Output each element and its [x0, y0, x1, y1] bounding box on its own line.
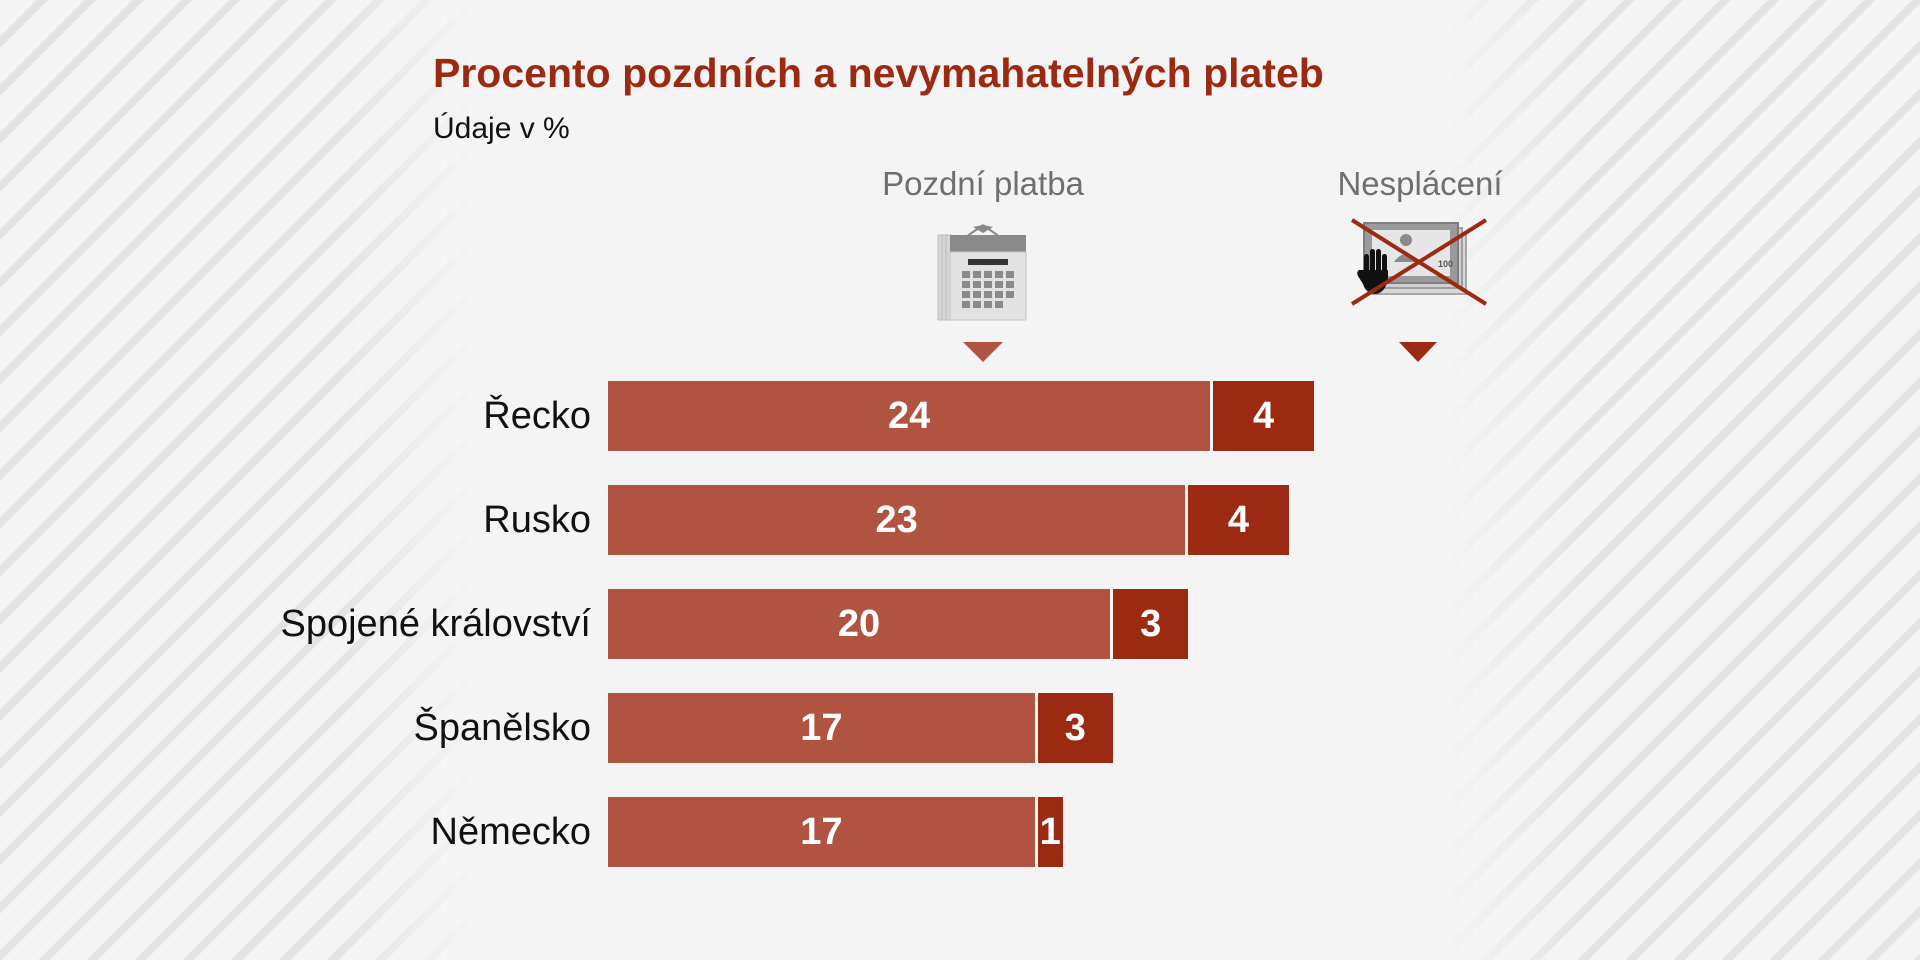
bar-default-payment — [1037, 797, 1063, 867]
category-label: Rusko — [483, 499, 591, 541]
legend-late-label: Pozdní platba — [882, 165, 1084, 202]
bar-value-label: 17 — [800, 707, 843, 749]
bar-value-label: 24 — [888, 395, 931, 437]
chart-title: Procento pozdních a nevymahatelných plat… — [433, 50, 1324, 96]
bar-late-payment — [608, 485, 1186, 555]
no-payment-icon: 100 — [1350, 218, 1488, 306]
bar-late-payment — [608, 589, 1110, 659]
bar-value-label: 1 — [1039, 811, 1061, 853]
bar-value-label: 4 — [1253, 395, 1275, 437]
legend-late-arrow-icon — [963, 342, 1003, 362]
bar-value-label: 4 — [1227, 499, 1250, 541]
bar-value-label: 17 — [800, 811, 843, 853]
bar-default-payment — [1113, 589, 1189, 659]
bar-default-payment — [1188, 485, 1289, 555]
bar-late-payment — [608, 381, 1211, 451]
bar-value-label: 3 — [1064, 707, 1086, 749]
bar-late-payment — [608, 693, 1035, 763]
legend-default-arrow-icon — [1399, 342, 1437, 362]
bar-value-label: 3 — [1140, 603, 1162, 645]
bar-default-payment — [1037, 693, 1113, 763]
banknote-value: 100 — [1438, 259, 1453, 269]
bar-late-payment — [608, 797, 1035, 867]
legend-default-label: Nesplácení — [1337, 165, 1503, 202]
calendar-icon — [937, 224, 1027, 321]
category-label: Německo — [430, 811, 592, 853]
category-label: Španělsko — [413, 707, 591, 749]
bar-value-label: 20 — [837, 603, 881, 645]
category-label: Spojené království — [280, 603, 592, 645]
bar-value-label: 23 — [875, 499, 918, 541]
category-label: Řecko — [483, 395, 591, 437]
chart-subtitle: Údaje v % — [433, 112, 570, 145]
bar-default-payment — [1213, 381, 1314, 451]
